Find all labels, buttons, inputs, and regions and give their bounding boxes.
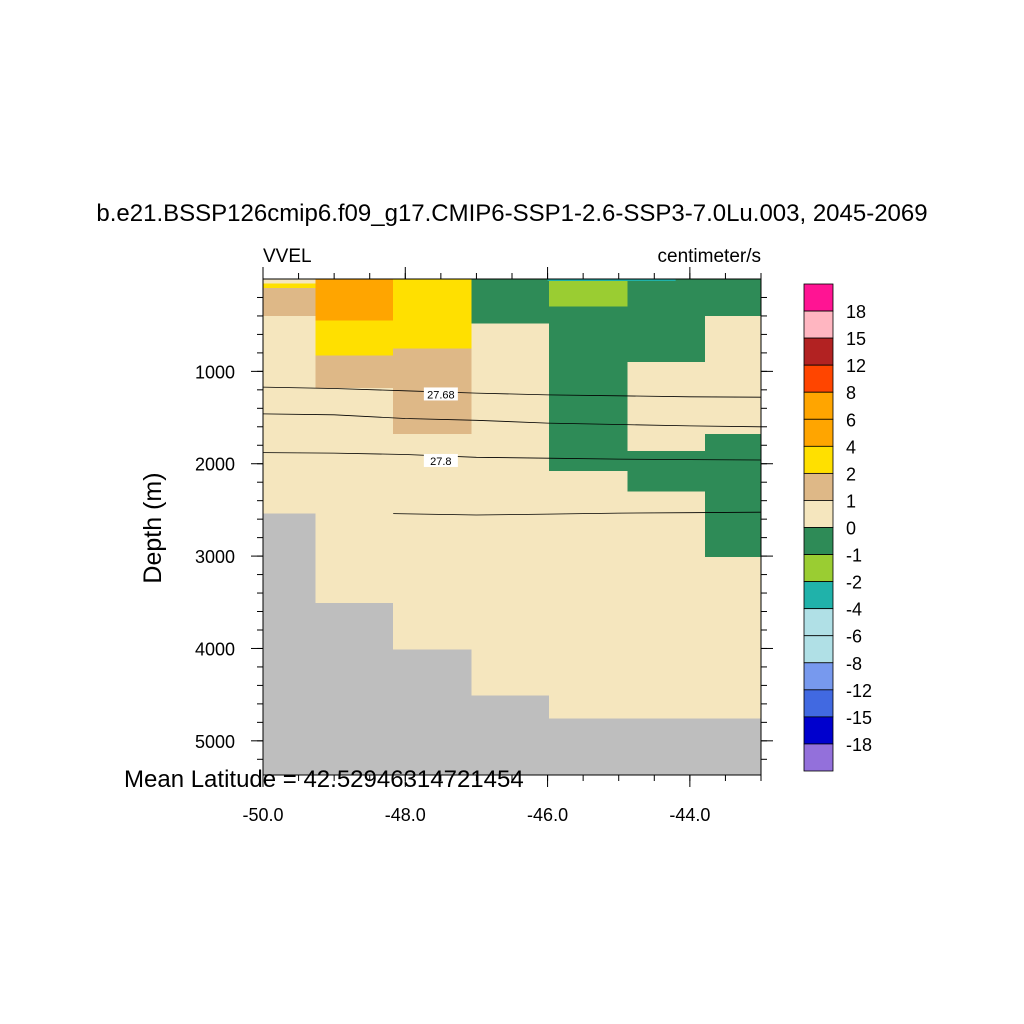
colorbar-swatch: [803, 662, 834, 691]
colorbar-swatch: [803, 472, 834, 501]
plot-area: [263, 279, 761, 775]
contour-line: [262, 386, 762, 398]
colorbar-label: -15: [846, 708, 872, 728]
colorbar-swatch: [803, 743, 834, 772]
colorbar-swatch: [803, 337, 834, 366]
colorbar-label: 4: [846, 437, 856, 457]
mean-latitude-note: Mean Latitude = 42.52946314721454: [124, 766, 524, 793]
data-cell: [263, 279, 316, 284]
colorbar-swatch: [803, 689, 834, 718]
colorbar-label: -18: [846, 735, 872, 755]
data-cell: [704, 279, 761, 316]
colorbar-label: 2: [846, 464, 856, 484]
colorbar-label: 12: [846, 356, 866, 376]
density-contours: 27.68 27.8: [262, 386, 762, 516]
y-axis-label: Depth (m): [139, 472, 167, 583]
colorbar-swatch: [803, 364, 834, 393]
data-cell: [471, 279, 549, 324]
colorbar-swatch: [803, 554, 834, 583]
y-tick-label: 3000: [195, 547, 235, 567]
colorbar-label: -1: [846, 546, 862, 566]
contour-label-box: [423, 453, 458, 467]
colorbar-swatch: [803, 716, 834, 745]
colorbar-label: 1: [846, 491, 856, 511]
data-cell: [393, 279, 472, 349]
data-cell: [263, 288, 316, 316]
variable-name: VVEL: [263, 246, 312, 267]
data-cell: [393, 434, 472, 650]
data-cell: [548, 306, 628, 472]
data-cell: [315, 320, 394, 356]
data-cell: [263, 283, 316, 289]
data-cell: [315, 355, 394, 388]
units-label: centimeter/s: [658, 246, 761, 267]
colorbar-label: 8: [846, 383, 856, 403]
contour-line: [262, 452, 762, 461]
colorbar-label: 18: [846, 302, 866, 322]
data-cell: [315, 387, 394, 604]
y-tick-label: 1000: [195, 362, 235, 382]
surface-cell: [547, 279, 676, 281]
colorbar-label: -2: [846, 573, 862, 593]
contour-line: [393, 511, 762, 516]
colorbar-label: -6: [846, 627, 862, 647]
contour-label: 27.68: [427, 389, 455, 401]
colorbar-label: 0: [846, 519, 856, 539]
axes: -50.0 -48.0 -46.0 -44.0 1000 2000 3000 4000 5000: [195, 267, 773, 825]
data-cell: [548, 471, 628, 719]
x-tick-label: -44.0: [669, 805, 710, 825]
data-cell: [627, 279, 705, 363]
data-cell: [704, 557, 761, 719]
colorbar-swatch: [803, 608, 834, 637]
colorbar-swatch: [803, 283, 834, 312]
data-cell: [627, 450, 705, 492]
colorbar-label: 6: [846, 410, 856, 430]
contour-label: 27.8: [430, 456, 451, 468]
y-tick-label: 2000: [195, 455, 235, 475]
colorbar: 18 15 12 8 6 4 2 1 0 -1 -2 -4 -6 -8 -12 -15 -18: [803, 283, 872, 772]
colorbar-swatch: [803, 391, 834, 420]
data-cell: [627, 362, 705, 451]
data-cell: [704, 434, 761, 558]
colorbar-swatch: [803, 635, 834, 664]
colorbar-swatch: [803, 418, 834, 447]
contour-line: [262, 413, 762, 428]
colorbar-label: -4: [846, 600, 862, 620]
y-tick-label: 4000: [195, 639, 235, 659]
data-cell: [315, 279, 394, 321]
x-tick-label: -46.0: [527, 805, 568, 825]
colorbar-swatch: [803, 581, 834, 610]
chart-title: b.e21.BSSP126cmip6.f09_g17.CMIP6-SSP1-2.…: [96, 200, 927, 227]
contour-label-box: [423, 387, 458, 401]
colorbar-label: -8: [846, 654, 862, 674]
data-cell: [627, 491, 705, 719]
colorbar-swatch: [803, 527, 834, 555]
colorbar-swatch: [803, 445, 834, 474]
data-cell: [704, 315, 761, 435]
x-tick-label: -50.0: [242, 805, 283, 825]
colorbar-label: 15: [846, 329, 866, 349]
y-tick-label: 5000: [195, 732, 235, 752]
data-cell: [471, 323, 549, 696]
colorbar-swatch: [803, 310, 834, 339]
data-cell: [548, 279, 628, 307]
x-tick-label: -48.0: [385, 805, 426, 825]
colorbar-swatch: [803, 500, 834, 528]
colorbar-label: -12: [846, 681, 872, 701]
